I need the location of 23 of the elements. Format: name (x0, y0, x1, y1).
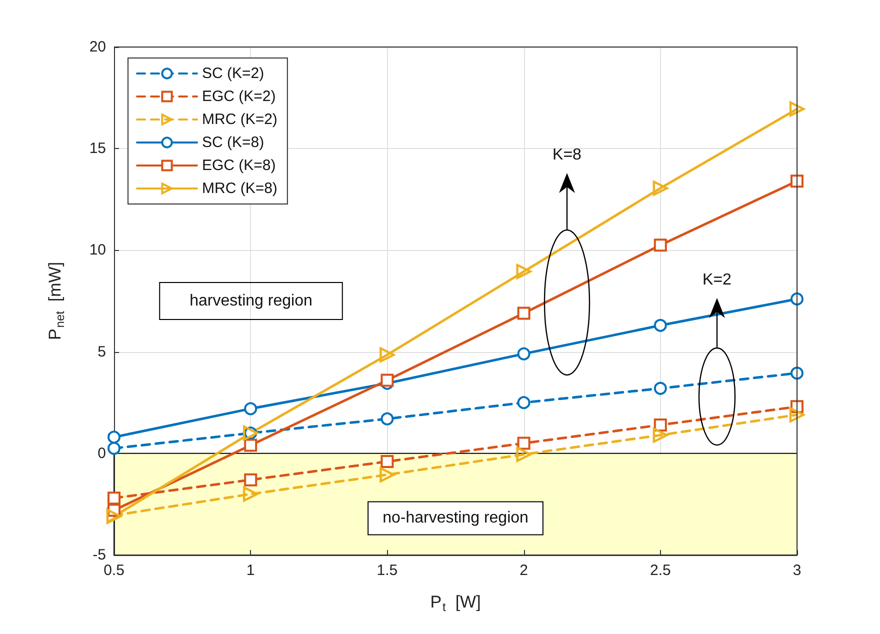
legend-label: MRC (K=8) (202, 180, 278, 197)
legend-label: EGC (K=2) (202, 88, 276, 105)
y-tick-label: 20 (89, 38, 106, 56)
x-tick-label: 1.5 (376, 562, 398, 579)
annotation: K=2 (702, 272, 732, 288)
y-tick-label: 15 (89, 140, 106, 158)
x-tick-label: 2.5 (650, 562, 671, 579)
y-tick-label: -5 (92, 546, 106, 564)
y-tick-label: 5 (98, 343, 106, 360)
legend-label: EGC (K=8) (202, 157, 276, 174)
y-tick-label: 10 (89, 242, 106, 259)
y-tick-label: 0 (98, 444, 106, 462)
legend-label: MRC (K=2) (202, 111, 278, 128)
annotation: K=8 (552, 146, 582, 164)
legend-label: SC (K=8) (202, 134, 264, 151)
x-tick-label: 3 (792, 562, 802, 579)
y-axis-title: Pnet [mW] (46, 262, 67, 340)
x-tick-label: 0.5 (104, 562, 124, 579)
x-tick-label: 1 (246, 562, 255, 579)
x-tick-label: 2 (520, 562, 528, 579)
annotation: harvesting region (190, 292, 312, 310)
band-label: no-harvesting region (382, 510, 528, 527)
legend-label: SC (K=2) (202, 65, 264, 82)
